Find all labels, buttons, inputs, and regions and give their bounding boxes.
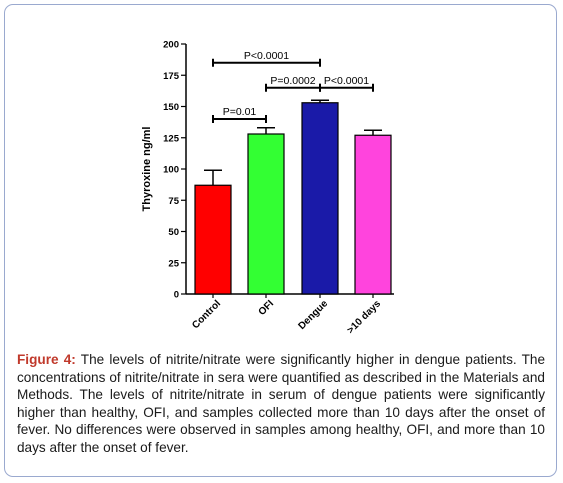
y-tick-label: 50 [168, 227, 179, 238]
x-tick-label: >10 days [345, 298, 383, 336]
y-tick-label: 100 [163, 165, 179, 176]
caption-text: The levels of nitrite/nitrate were signi… [17, 352, 546, 455]
y-tick-label: 0 [174, 290, 179, 301]
x-tick-label: Control [190, 298, 223, 331]
y-axis-label: Thyroxine ng/ml [141, 127, 153, 212]
x-tick-label: OFI [257, 298, 277, 318]
y-tick-label: 150 [163, 102, 179, 113]
bar [247, 133, 285, 295]
bar [194, 184, 232, 295]
significance-label: P=0.01 [223, 106, 257, 118]
y-tick-label: 125 [163, 133, 180, 144]
significance-label: P<0.0001 [244, 50, 289, 62]
y-tick-label: 175 [163, 71, 180, 82]
caption-label: Figure 4: [17, 352, 76, 367]
bar [354, 134, 392, 295]
significance-label: P<0.0001 [324, 75, 369, 87]
bar [301, 102, 339, 295]
x-tick-label: Dengue [296, 298, 330, 332]
bar-chart: Thyroxine ng/ml 0 25 50 75 100 125 150 175 200 Co… [141, 40, 394, 336]
significance-label: P=0.0002 [270, 75, 315, 87]
y-tick-label: 25 [168, 258, 179, 269]
figure-caption: Figure 4: The levels of nitrite/nitrate … [17, 351, 545, 457]
y-tick-label: 200 [163, 40, 179, 51]
y-tick-label: 75 [168, 196, 179, 207]
